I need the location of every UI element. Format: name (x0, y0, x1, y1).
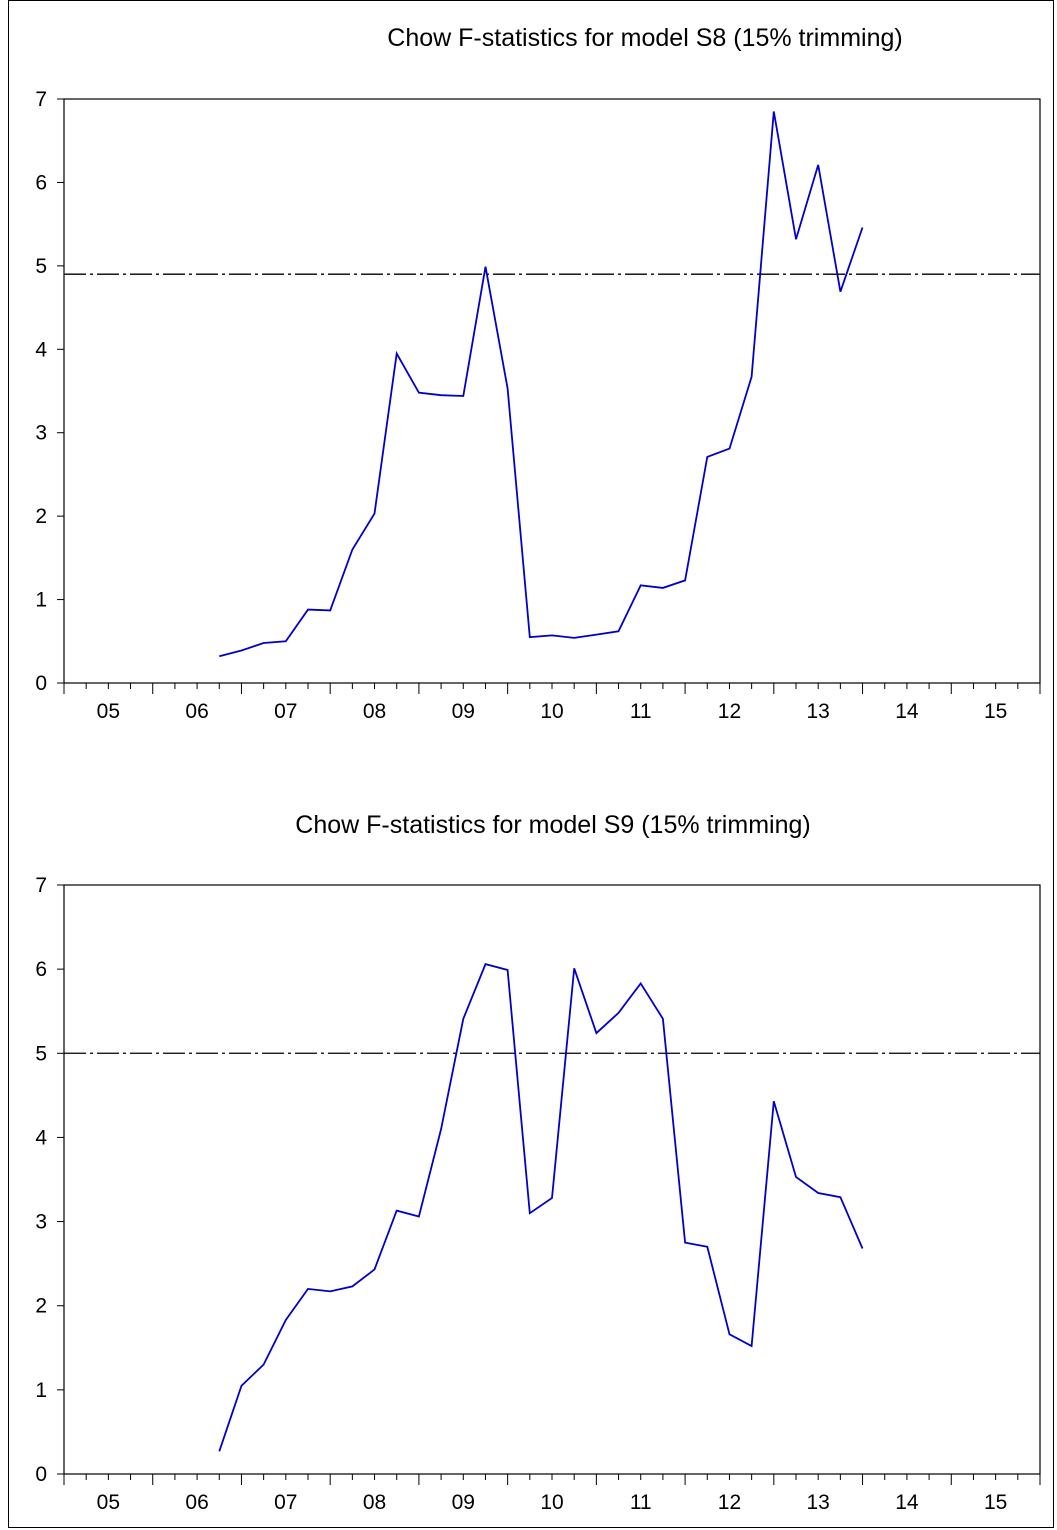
x-tick-label: 14 (895, 1491, 919, 1514)
x-tick-label: 12 (718, 1491, 741, 1514)
y-tick-label: 1 (35, 1379, 47, 1402)
x-tick-label: 14 (895, 700, 919, 723)
y-tick-label: 0 (35, 672, 47, 695)
plot-area (63, 98, 1041, 684)
x-tick-label: 10 (540, 700, 563, 723)
y-tick-label: 6 (35, 171, 47, 194)
x-tick-label: 09 (452, 1491, 475, 1514)
chart-s8: Chow F-statistics for model S8 (15% trim… (35, 24, 1041, 723)
chart-title: Chow F-statistics for model S9 (15% trim… (295, 811, 810, 839)
x-tick-label: 08 (363, 1491, 386, 1514)
y-tick-label: 0 (35, 1463, 47, 1486)
x-tick-label: 07 (274, 1491, 297, 1514)
x-tick-label: 06 (185, 700, 208, 723)
y-tick-label: 1 (35, 589, 47, 612)
x-tick-label: 15 (984, 700, 1007, 723)
y-tick-label: 2 (35, 1295, 47, 1318)
y-tick-label: 7 (35, 88, 47, 111)
x-tick-label: 05 (97, 700, 120, 723)
x-tick-label: 07 (274, 700, 297, 723)
y-tick-label: 5 (35, 255, 47, 278)
y-axis-ticks: 0 1 2 3 4 5 6 7 (35, 88, 64, 695)
x-tick-label: 09 (452, 700, 475, 723)
series-line (219, 111, 864, 658)
x-tick-label: 13 (807, 1491, 830, 1514)
x-tick-label: 11 (630, 700, 652, 723)
y-tick-label: 4 (35, 1126, 47, 1149)
chart-title: Chow F-statistics for model S8 (15% trim… (387, 24, 902, 52)
x-tick-label: 12 (718, 700, 741, 723)
x-tick-label: 13 (807, 700, 830, 723)
y-tick-label: 6 (35, 958, 47, 981)
y-tick-label: 5 (35, 1042, 47, 1065)
chart-frame (8, 0, 1054, 1528)
x-tick-label: 06 (185, 1491, 208, 1514)
x-tick-label: 15 (984, 1491, 1007, 1514)
series-group (218, 963, 864, 1452)
x-tick-label: 10 (540, 1491, 563, 1514)
y-tick-label: 2 (35, 505, 47, 528)
x-axis-ticks: 05 06 07 08 09 10 11 12 13 14 15 (63, 1474, 1041, 1514)
series-group (219, 111, 864, 658)
x-tick-label: 11 (630, 1491, 652, 1514)
plot-area (63, 884, 1041, 1475)
y-tick-label: 3 (35, 422, 47, 445)
x-axis-ticks: 05 06 07 08 09 10 11 12 13 14 15 (63, 683, 1041, 723)
chart-s9: Chow F-statistics for model S9 (15% trim… (35, 811, 1041, 1514)
series-line (218, 963, 864, 1452)
x-tick-label: 05 (97, 1491, 120, 1514)
x-tick-label: 08 (363, 700, 386, 723)
y-tick-label: 4 (35, 338, 47, 361)
y-axis-ticks: 0 1 2 3 4 5 6 7 (35, 874, 64, 1486)
y-tick-label: 7 (35, 874, 47, 897)
y-tick-label: 3 (35, 1211, 47, 1234)
